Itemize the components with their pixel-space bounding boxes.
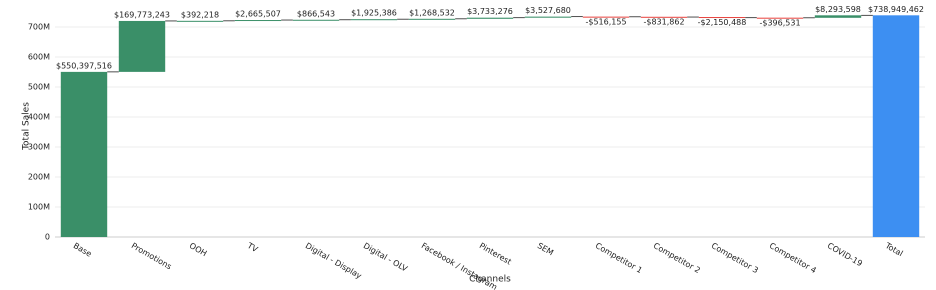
bar — [176, 20, 224, 22]
x-tick-label: Total — [883, 241, 905, 259]
value-label: $169,773,243 — [114, 10, 170, 19]
value-label: $738,949,462 — [868, 5, 924, 14]
x-tick-label: Competitor 1 — [594, 241, 644, 275]
y-tick-label: 500M — [28, 83, 50, 92]
bar — [698, 17, 746, 19]
x-tick-label: OOH — [188, 241, 209, 258]
value-label: -$516,155 — [585, 17, 626, 26]
bar — [756, 17, 804, 19]
bar — [814, 15, 862, 18]
bar — [872, 15, 920, 238]
x-tick-label: Promotions — [130, 241, 173, 271]
y-tick-label: 100M — [28, 203, 50, 212]
bar — [118, 20, 166, 72]
value-label: $8,293,598 — [815, 5, 861, 14]
x-tick-label: Digital - Display — [304, 241, 364, 281]
value-label: $1,925,386 — [351, 9, 397, 18]
bar — [292, 19, 340, 21]
y-axis-title: Total Sales — [22, 102, 32, 151]
value-label: $866,543 — [297, 9, 335, 18]
bar — [60, 71, 108, 238]
bar — [234, 20, 282, 22]
bar — [582, 16, 630, 18]
x-tick-label: Pinterest — [478, 241, 513, 266]
value-label: $3,527,680 — [525, 6, 571, 15]
x-tick-label: SEM — [536, 241, 555, 257]
value-label: $1,268,532 — [409, 8, 455, 17]
bar — [524, 16, 572, 18]
value-label: $3,733,276 — [467, 7, 513, 16]
x-tick-label: Competitor 2 — [652, 241, 702, 275]
y-tick-label: 400M — [28, 113, 50, 122]
y-tick-label: 300M — [28, 143, 50, 152]
value-label: -$396,531 — [759, 18, 800, 27]
value-label: -$2,150,488 — [698, 18, 747, 27]
bar — [466, 17, 514, 19]
bar — [350, 19, 398, 21]
x-tick-label: Base — [72, 241, 93, 259]
bar — [640, 16, 688, 18]
x-tick-label: TV — [245, 241, 260, 255]
y-tick-label: 700M — [28, 23, 50, 32]
value-label: -$831,862 — [643, 18, 684, 27]
y-tick-label: 200M — [28, 173, 50, 182]
x-tick-label: COVID-19 — [826, 241, 864, 268]
bar — [408, 18, 456, 20]
x-tick-label: Digital - OLV — [362, 241, 410, 274]
value-label: $392,218 — [181, 10, 219, 19]
y-tick-label: 0 — [45, 233, 50, 242]
value-label: $550,397,516 — [56, 61, 112, 70]
x-tick-label: Competitor 4 — [768, 241, 818, 275]
value-label: $2,665,507 — [235, 10, 281, 19]
x-axis-title: Channels — [469, 275, 511, 285]
y-tick-label: 600M — [28, 53, 50, 62]
x-tick-label: Competitor 3 — [710, 241, 760, 275]
